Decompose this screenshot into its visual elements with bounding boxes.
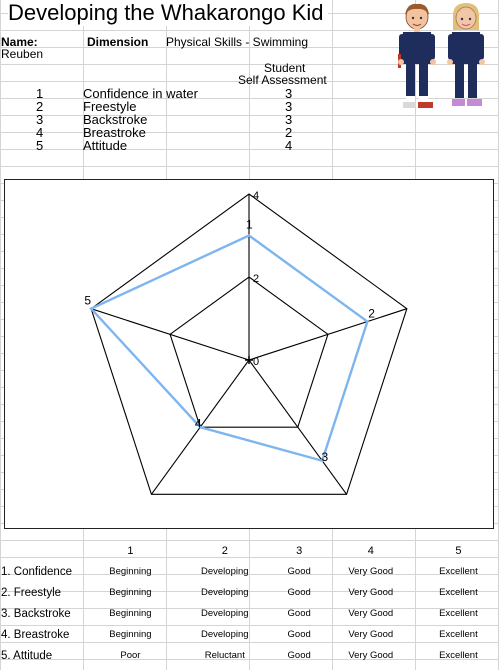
skill-number: 5 (36, 138, 44, 153)
table-row: 2. Freestyle Beginning Developing Good V… (0, 582, 499, 603)
scale-cell: Beginning (109, 608, 152, 619)
scale-cell: Developing (201, 566, 249, 577)
skill-name: Freestyle (83, 99, 137, 114)
scale-row-label: 3. Backstroke (1, 607, 71, 620)
scale-cell: Good (287, 587, 311, 598)
skill-score: 2 (285, 125, 293, 140)
scale-cell: Good (287, 629, 311, 640)
category-label: 2 (368, 306, 375, 320)
category-label: 1 (246, 218, 253, 232)
table-row: 1. Confidence Beginning Developing Good … (0, 561, 499, 582)
scale-header-row: 1 2 3 4 5 (0, 540, 499, 561)
scale-column-header: 1 (127, 544, 134, 557)
table-row: 5. Attitude Poor Reluctant Good Very Goo… (0, 645, 499, 666)
radar-spoke (90, 308, 250, 361)
skill-number: 3 (36, 112, 44, 127)
radar-chart: 0 2 4 1 2 3 4 5 (84, 190, 408, 495)
scale-cell: Beginning (109, 566, 152, 577)
radial-tick-label: 2 (253, 273, 259, 285)
rating-scale-table: 1 2 3 4 5 1. Confidence Beginning Develo… (0, 540, 499, 666)
scale-cell: Reluctant (204, 650, 245, 661)
scale-cell: Developing (201, 629, 249, 640)
name-value: Reuben (1, 47, 44, 61)
skill-score: 3 (285, 99, 293, 114)
table-row: 4. Breastroke Beginning Developing Good … (0, 624, 499, 645)
skill-score: 3 (285, 112, 293, 127)
scale-column-header: 4 (367, 544, 374, 557)
scale-cell: Excellent (439, 608, 478, 619)
assessment-header-line2: Self Assessment (238, 73, 327, 87)
scale-cell: Very Good (348, 566, 394, 577)
skill-score: 3 (285, 86, 293, 101)
scale-cell: Very Good (348, 629, 394, 640)
scale-cell: Beginning (109, 587, 152, 598)
radar-series-line (89, 234, 369, 463)
page-title: Developing the Whakarongo Kid (8, 0, 328, 26)
scale-corner-cell (0, 540, 86, 561)
boy-illustration (398, 3, 436, 108)
category-label: 5 (84, 293, 91, 307)
radial-tick-label: 0 (253, 356, 259, 368)
scale-row-label: 1. Confidence (1, 565, 72, 578)
skill-name: Confidence in water (83, 86, 198, 101)
radar-gridline (90, 193, 408, 495)
scale-cell: Excellent (439, 587, 478, 598)
dimension-label: Dimension (87, 35, 149, 49)
scale-cell: Developing (201, 608, 249, 619)
scale-cell: Developing (201, 587, 249, 598)
scale-cell: Very Good (348, 650, 394, 661)
radar-chart-panel: 0 2 4 1 2 3 4 5 (4, 179, 494, 529)
scale-cell: Very Good (348, 587, 394, 598)
category-label: 4 (195, 416, 202, 430)
radar-center-marker (245, 356, 253, 364)
radial-tick-label: 4 (253, 190, 259, 202)
scale-cell: Beginning (109, 629, 152, 640)
skill-name: Backstroke (83, 112, 148, 127)
scale-cell: Poor (120, 650, 141, 661)
scale-column-header: 5 (455, 544, 462, 557)
skill-name: Attitude (83, 138, 128, 153)
skill-number: 1 (36, 86, 44, 101)
category-label: 3 (322, 450, 329, 464)
skill-number: 2 (36, 99, 44, 114)
scale-cell: Good (287, 566, 311, 577)
table-row: 3. Backstroke Beginning Developing Good … (0, 603, 499, 624)
assessment-header-line1: Student (264, 61, 306, 75)
radar-gridline (169, 276, 329, 428)
scale-cell: Excellent (439, 629, 478, 640)
radar-spoke (248, 308, 408, 361)
scale-cell: Good (287, 608, 311, 619)
scale-cell: Very Good (348, 608, 394, 619)
name-label: Name: (1, 35, 38, 49)
dimension-value: Physical Skills - Swimming (166, 35, 309, 49)
scale-cell: Excellent (439, 650, 478, 661)
radar-spoke (248, 359, 348, 495)
scale-cell: Good (287, 650, 311, 661)
scale-row-label: 2. Freestyle (1, 586, 62, 599)
scale-column-header: 2 (221, 544, 228, 557)
skill-name: Breastroke (83, 125, 146, 140)
skill-score: 4 (285, 138, 293, 153)
skill-number: 4 (36, 125, 44, 140)
scale-row-label: 4. Breastroke (1, 628, 70, 641)
scale-column-header: 3 (296, 544, 303, 557)
scale-row-label: 5. Attitude (1, 649, 53, 662)
girl-illustration (447, 3, 485, 106)
scale-cell: Excellent (439, 566, 478, 577)
